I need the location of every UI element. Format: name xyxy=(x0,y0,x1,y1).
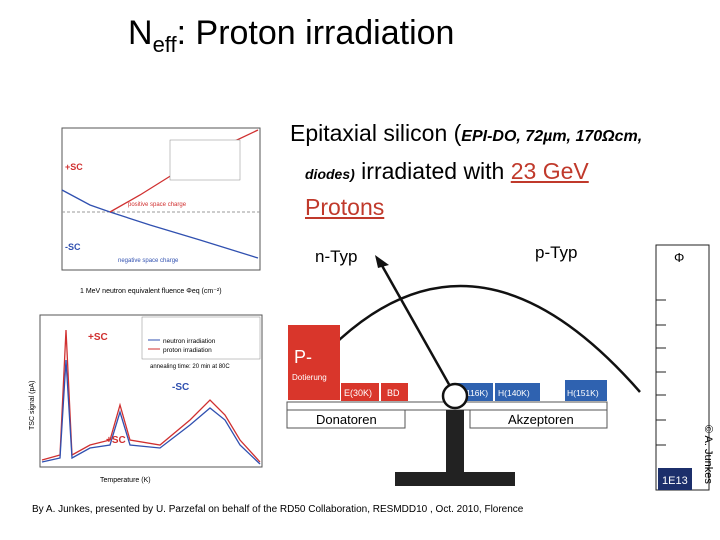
beam-label-box xyxy=(286,409,406,429)
legend-text: neutron irradiation xyxy=(163,338,216,345)
legend-box xyxy=(141,316,261,360)
description-line: Epitaxial silicon (EPI-DO, 72µm, 170Ωcm, xyxy=(290,120,642,147)
description-details: diodes) xyxy=(305,166,355,182)
fluence-scale xyxy=(655,244,710,491)
stand-post xyxy=(446,410,464,472)
annotation: -SC xyxy=(172,382,189,393)
diagram-label: H(151K) xyxy=(567,388,599,398)
description-text: irradiated with xyxy=(361,158,505,184)
fluence-marker xyxy=(658,468,692,490)
annotation: +SC xyxy=(106,435,126,446)
legend-box xyxy=(169,139,241,181)
description-link[interactable]: Protons xyxy=(305,194,385,220)
defect-block xyxy=(565,380,607,401)
pivot xyxy=(441,382,469,410)
top-plot: +SC -SC positive space charge negative s… xyxy=(61,127,261,295)
defect-block xyxy=(495,383,540,401)
diagram-label: p-Typ xyxy=(535,243,578,262)
needle xyxy=(378,261,457,396)
diagram-label: Donatoren xyxy=(316,412,377,427)
annotation: +SC xyxy=(88,332,108,343)
description-text: Epitaxial silicon ( xyxy=(290,120,462,146)
axis-label: 1 MeV neutron equivalent fluence Φeq (cm… xyxy=(80,288,222,295)
diagram-label: Φ xyxy=(674,250,684,265)
description-link[interactable]: 23 GeV xyxy=(510,158,589,184)
diagram-label: Dotierung xyxy=(292,373,327,382)
defect-block xyxy=(341,383,379,401)
stand-base xyxy=(395,472,515,486)
scale-arc xyxy=(291,284,641,393)
title-text: : Proton irradiation xyxy=(176,14,455,52)
defect-block xyxy=(381,383,408,401)
axis-label: TSC signal (pA) xyxy=(29,381,36,430)
beam-label-box xyxy=(469,409,608,429)
title-subscript: eff xyxy=(152,31,177,57)
description-line: diodes) irradiated with 23 GeV xyxy=(305,158,589,185)
axis-label: Temperature (K) xyxy=(100,477,151,484)
p-doping-block xyxy=(288,325,340,400)
red-curve xyxy=(41,329,261,463)
footer: By A. Junkes, presented by U. Parzefal o… xyxy=(32,504,524,515)
plot-frame xyxy=(39,314,263,468)
annotation: negative space charge xyxy=(118,258,179,264)
balance-diagram: n-Typ p-Typ P- Dotierung E(30K) BD H(116… xyxy=(286,243,714,491)
blue-curve xyxy=(41,359,261,465)
annotation: positive space charge xyxy=(128,202,187,208)
diagram-label: H(140K) xyxy=(498,388,530,398)
legend-text: proton irradiation xyxy=(163,347,212,354)
diagram-label: P- xyxy=(294,347,312,367)
diagram-label: 1E13 xyxy=(662,475,688,487)
title-symbol: N xyxy=(128,14,153,52)
description-details: EPI-DO, 72µm, 170Ωcm, xyxy=(461,128,643,145)
diagram-label: H(116K) xyxy=(457,388,488,398)
needle-tip xyxy=(375,255,389,268)
diagram-label: n-Typ xyxy=(315,247,358,266)
plot-frame xyxy=(61,127,261,271)
diagram-label: Akzeptoren xyxy=(508,412,574,427)
bottom-plot: neutron irradiation proton irradiation a… xyxy=(29,314,263,484)
slide-title: Neff: Proton irradiation xyxy=(128,14,454,58)
annotation: annealing time: 20 min at 80C xyxy=(150,364,230,370)
diagram-label: E(30K) xyxy=(344,388,372,398)
diagram-label: BD xyxy=(387,388,400,398)
copyright: © A. Junkes xyxy=(702,425,714,484)
annotation: +SC xyxy=(65,162,83,172)
annotation: -SC xyxy=(65,242,81,252)
blue-curve xyxy=(61,189,259,259)
